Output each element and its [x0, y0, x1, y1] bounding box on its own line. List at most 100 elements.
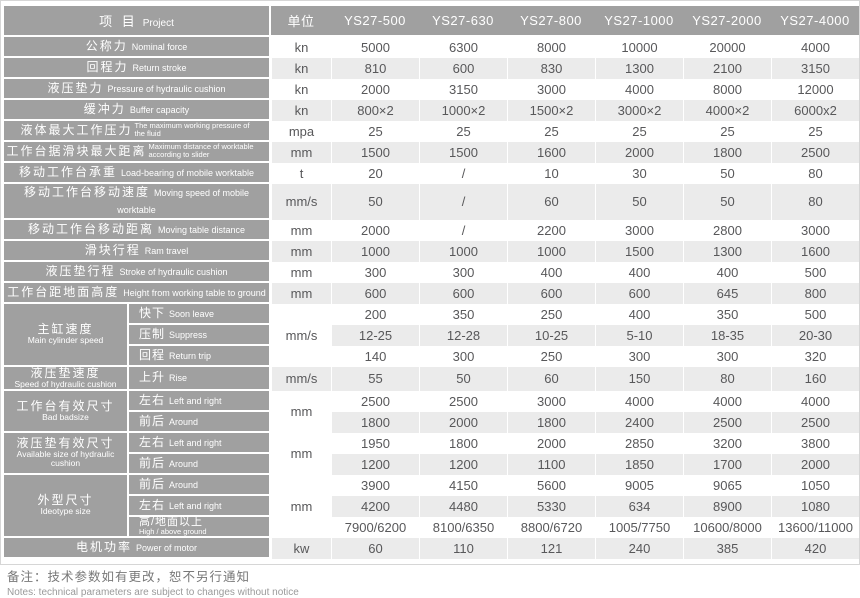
value-cell: 3000: [507, 390, 595, 412]
value-cell: 320: [771, 345, 859, 367]
spec-table: 项 目 Project 单位 YS27-500 YS27-630 YS27-800 YS27…: [4, 6, 859, 559]
sub-label-zh: 快下: [139, 305, 166, 320]
value-cell: 25: [507, 121, 595, 142]
table-row: 液体最大工作压力 The maximum working pressure of …: [4, 121, 859, 142]
table-row: 工作台有效尺寸 Bad badsize 左右 Left and right mm 2500…: [4, 390, 859, 433]
value-cell: 1800: [331, 411, 419, 433]
table-row: 电机功率 Power of motor kw 60 110 121 240 385 420: [4, 537, 859, 559]
table-row: 移动工作台移动速度 Moving speed of mobile worktabl…: [4, 184, 859, 220]
unit-cell: mm: [271, 390, 331, 433]
value-cell: 3000: [771, 219, 859, 241]
row-label-zh: 公称力: [85, 39, 128, 54]
model-column-header: YS27-2000: [683, 6, 771, 37]
sub-label-en: High / above ground: [139, 526, 207, 536]
value-cell: 4150: [419, 474, 507, 496]
value-cell: 10600/8000: [683, 516, 771, 538]
value-cell: 5600: [507, 474, 595, 496]
value-cell: 13600/11000: [771, 516, 859, 538]
note-en: Notes: technical parameters are subject …: [7, 586, 299, 598]
value-cell: 2850: [595, 432, 683, 454]
sub-label-en: Left and right: [169, 500, 222, 511]
table-row: 前后 Around 1800 2000 1800 2400 2500 2500: [4, 411, 859, 433]
value-cell: 60: [507, 366, 595, 391]
value-cell: 50: [419, 366, 507, 391]
sub-label-en: Around: [169, 479, 199, 490]
sub-label-en: Left and right: [169, 395, 222, 406]
row-label-zh: 缓冲力: [83, 102, 126, 117]
value-cell: 1000×2: [419, 100, 507, 121]
value-cell: 634: [595, 495, 683, 517]
group-label-zh: 液压垫有效尺寸: [16, 436, 115, 451]
sub-label-zh: 前后: [139, 413, 166, 428]
sub-label: 快下 Soon leave: [129, 303, 271, 325]
value-cell: 5-10: [595, 324, 683, 346]
group-label-en: Available size of hydraulic cushion: [16, 449, 115, 469]
value-cell: 8100/6350: [419, 516, 507, 538]
value-cell: 1000: [331, 240, 419, 262]
unit-cell: mm: [271, 474, 331, 538]
value-cell: 4000: [595, 79, 683, 100]
value-cell: 385: [683, 537, 771, 559]
value-cell: 830: [507, 58, 595, 79]
value-cell: 1200: [419, 453, 507, 475]
sub-label-zh: 高/地面以上: [139, 516, 204, 528]
value-cell: 250: [507, 345, 595, 367]
row-label-en: Load-bearing of mobile worktable: [120, 168, 255, 179]
sub-label-en: Return trip: [169, 350, 212, 361]
value-cell: 1200: [331, 453, 419, 475]
table-row: 工作台距地面高度 Height from working table to gro…: [4, 282, 859, 304]
value-cell: 25: [419, 121, 507, 142]
sub-label-zh: 前后: [139, 476, 166, 491]
value-cell: 350: [683, 303, 771, 325]
sub-label-zh: 左右: [139, 392, 166, 407]
value-cell: 400: [595, 303, 683, 325]
sub-label: 前后 Around: [129, 453, 271, 475]
group-label-en: Bad badsize: [42, 411, 89, 422]
value-cell: 1500: [595, 240, 683, 262]
group-label-en: Speed of hydraulic cushion: [14, 378, 117, 389]
value-cell: 9065: [683, 474, 771, 496]
group-label-zh: 主缸速度: [37, 322, 94, 337]
value-cell: 420: [771, 537, 859, 559]
value-cell: 140: [331, 345, 419, 367]
value-cell: 2800: [683, 219, 771, 241]
table-row: 缓冲力 Buffer capacity kn 800×2 1000×2 1500×2 300…: [4, 100, 859, 121]
value-cell: 2000: [331, 219, 419, 241]
value-cell: 1800: [507, 411, 595, 433]
value-cell: 50: [595, 184, 683, 220]
row-label-zh: 移动工作台承重: [18, 165, 117, 180]
value-cell: 10-25: [507, 324, 595, 346]
value-cell: 1300: [683, 240, 771, 262]
unit-cell: mm/s: [271, 184, 331, 220]
value-cell: 810: [331, 58, 419, 79]
table-header: 项 目 Project 单位 YS27-500 YS27-630 YS27-800 YS27…: [4, 6, 859, 37]
model-column-header: YS27-500: [331, 6, 419, 37]
unit-column-header: 单位: [271, 6, 331, 37]
value-cell: 2500: [683, 411, 771, 433]
value-cell: 4000: [683, 390, 771, 412]
unit-cell: mm/s: [271, 303, 331, 367]
sub-label: 前后 Around: [129, 411, 271, 433]
sub-label: 左右 Left and right: [129, 432, 271, 454]
table-row: 主缸速度 Main cylinder speed 快下 Soon leave mm/s 2…: [4, 303, 859, 367]
value-cell: 25: [331, 121, 419, 142]
table-row: 液压垫有效尺寸 Available size of hydraulic cushi…: [4, 432, 859, 475]
unit-cell: mm/s: [271, 366, 331, 391]
value-cell: 50: [683, 184, 771, 220]
value-cell: 9005: [595, 474, 683, 496]
unit-cell: kn: [271, 100, 331, 121]
sub-label-en: Around: [169, 416, 199, 427]
value-cell: 10: [507, 163, 595, 184]
unit-cell: mm: [271, 240, 331, 262]
row-label: 公称力 Nominal force: [4, 37, 271, 58]
value-cell: 2500: [771, 142, 859, 163]
value-cell: 500: [771, 261, 859, 283]
value-cell: 4000: [595, 390, 683, 412]
row-label: 工作台据滑块最大距离 Maximum distance of worktable …: [4, 142, 271, 163]
unit-cell: kn: [271, 58, 331, 79]
row-label: 移动工作台承重 Load-bearing of mobile worktable: [4, 163, 271, 184]
row-label: 液压垫行程 Stroke of hydraulic cushion: [4, 261, 271, 283]
table-row: 回程 Return trip 140 300 250 300 300 320: [4, 345, 859, 367]
row-label-zh: 电机功率: [75, 539, 132, 554]
value-cell: 1050: [771, 474, 859, 496]
